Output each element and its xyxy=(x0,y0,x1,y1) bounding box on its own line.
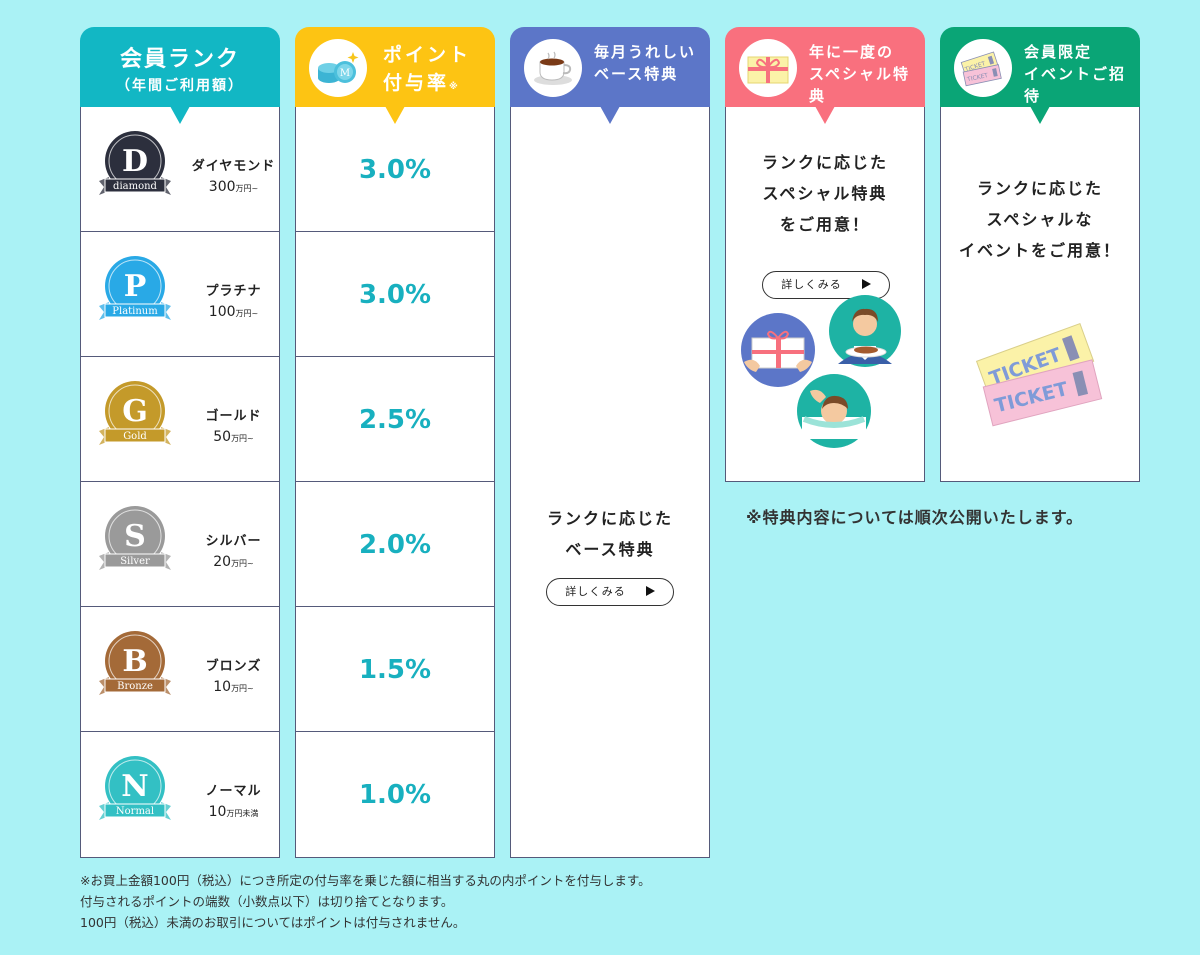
event-body: ランクに応じた スペシャルな イベントをご用意！ TICKET TICKET xyxy=(940,107,1140,482)
special-benefit-column: 年に一度の スペシャル特典 ランクに応じた スペシャル特典 をご用意！ 詳しくみ… xyxy=(725,27,925,482)
header-pointer xyxy=(1030,106,1050,124)
header-pointer xyxy=(170,106,190,124)
rate-value: 2.0% xyxy=(358,530,432,560)
play-triangle-icon xyxy=(645,586,655,596)
rank-name: シルバー xyxy=(205,534,262,549)
special-header-title: 年に一度の スペシャル特典 xyxy=(809,43,910,105)
rank-name: ブロンズ xyxy=(205,659,262,674)
rank-medal-icon: P Platinum xyxy=(99,256,171,320)
rank-amount: 20万円~ xyxy=(213,554,254,570)
rank-medal-icon: B Bronze xyxy=(99,631,171,695)
rate-row: 1.0% xyxy=(296,732,494,857)
rank-row: B Bronze ブロンズ 10万円~ xyxy=(81,607,279,732)
medal-letter: P xyxy=(124,269,147,304)
medal-letter: N xyxy=(121,769,148,804)
coffee-cup-icon xyxy=(524,39,582,97)
coins-icon: M xyxy=(309,39,367,97)
rank-medal-icon: S Silver xyxy=(99,506,171,570)
header-pointer xyxy=(815,106,835,124)
play-triangle-icon xyxy=(861,279,871,289)
rank-header-subtitle: （年間ご利用額） xyxy=(116,78,244,94)
medal-letter: S xyxy=(124,519,146,554)
medal-word: Normal xyxy=(116,806,154,817)
footnote-line: 100円（税込）未満のお取引についてはポイントは付与されません。 xyxy=(80,915,466,930)
rank-amount: 10万円~ xyxy=(213,679,254,695)
rate-value: 3.0% xyxy=(358,280,432,310)
rate-row: 1.5% xyxy=(296,607,494,732)
special-header: 年に一度の スペシャル特典 xyxy=(725,27,925,124)
rank-medal-icon: N Normal xyxy=(99,756,171,820)
rank-amount: 50万円~ xyxy=(213,429,254,445)
header-pointer xyxy=(600,106,620,124)
rate-row: 3.0% xyxy=(296,232,494,357)
footnotes: ※お買上金額100円（税込）につき所定の付与率を乗じた額に相当する丸の内ポイント… xyxy=(80,870,651,933)
medal-letter: G xyxy=(122,394,148,429)
medal-word: diamond xyxy=(113,181,158,192)
medal-word: Gold xyxy=(123,431,147,442)
footnote-line: 付与されるポイントの端数（小数点以下）は切り捨てとなります。 xyxy=(80,894,454,909)
gift-icon xyxy=(739,39,797,97)
dining-man-illustration xyxy=(829,295,901,367)
base-details-button[interactable]: 詳しくみる xyxy=(546,578,674,606)
ticket-icon: TICKET TICKET xyxy=(954,39,1012,97)
tickets-illustration: TICKET TICKET xyxy=(975,323,1103,427)
rate-header: M ポイント 付与率※ xyxy=(295,27,495,124)
rate-value: 2.5% xyxy=(358,405,432,435)
rank-row: G Gold ゴールド 50万円~ xyxy=(81,357,279,482)
event-description: ランクに応じた スペシャルな イベントをご用意！ xyxy=(958,179,1121,260)
rate-header-title: ポイント 付与率※ xyxy=(383,44,472,94)
base-header-title: 毎月うれしい ベース特典 xyxy=(594,43,697,83)
spa-illustration xyxy=(797,374,871,448)
special-description: ランクに応じた スペシャル特典 をご用意！ xyxy=(761,153,888,234)
special-body: ランクに応じた スペシャル特典 をご用意！ 詳しくみる xyxy=(725,107,925,482)
rate-column: M ポイント 付与率※ 3.0% 3.0% 2.5% 2.0% 1.5% 1.0% xyxy=(295,27,495,858)
base-body: ランクに応じた ベース特典 詳しくみる xyxy=(510,107,710,858)
benefits-notice: ※特典内容については順次公開いたします。 xyxy=(746,508,1084,527)
rank-row: S Silver シルバー 20万円~ xyxy=(81,482,279,607)
rank-medal-icon: G Gold xyxy=(99,381,171,445)
rank-header: 会員ランク （年間ご利用額） xyxy=(80,27,280,124)
rank-amount: 300万円~ xyxy=(208,179,259,195)
rank-name: プラチナ xyxy=(205,284,262,299)
event-header-title: 会員限定 イベントご招待 xyxy=(1024,43,1127,105)
base-benefit-column: 毎月うれしい ベース特典 ランクに応じた ベース特典 詳しくみる xyxy=(510,27,710,858)
rate-row: 3.0% xyxy=(296,107,494,232)
rank-name: ノーマル xyxy=(205,784,262,799)
footnote-line: ※お買上金額100円（税込）につき所定の付与率を乗じた額に相当する丸の内ポイント… xyxy=(80,873,651,888)
svg-text:M: M xyxy=(340,68,350,79)
base-header: 毎月うれしい ベース特典 xyxy=(510,27,710,124)
rate-row: 2.0% xyxy=(296,482,494,607)
medal-letter: D xyxy=(122,144,148,179)
rate-value: 3.0% xyxy=(358,155,432,185)
medal-word: Bronze xyxy=(117,681,153,692)
medal-letter: B xyxy=(122,644,147,679)
svg-text:TICKET: TICKET xyxy=(966,72,989,83)
rate-value: 1.5% xyxy=(358,655,432,685)
rank-row: P Platinum プラチナ 100万円~ xyxy=(81,232,279,357)
rank-amount: 100万円~ xyxy=(208,304,259,320)
event-header: TICKET TICKET 会員限定 イベントご招待 xyxy=(940,27,1140,124)
base-description: ランクに応じた ベース特典 xyxy=(546,509,673,559)
rate-row: 2.5% xyxy=(296,357,494,482)
rank-header-title: 会員ランク xyxy=(119,47,240,72)
rate-value: 1.0% xyxy=(358,780,432,810)
header-pointer xyxy=(385,106,405,124)
medal-word: Platinum xyxy=(112,306,158,317)
rank-name: ダイヤモンド xyxy=(191,159,276,174)
rank-amount: 10万円未満 xyxy=(208,804,259,820)
medal-word: Silver xyxy=(120,556,150,567)
rate-list: 3.0% 3.0% 2.5% 2.0% 1.5% 1.0% xyxy=(295,107,495,858)
gift-box-illustration xyxy=(741,313,815,387)
rank-row: N Normal ノーマル 10万円未満 xyxy=(81,732,279,857)
rank-name: ゴールド xyxy=(205,409,262,424)
special-details-button[interactable]: 詳しくみる xyxy=(762,271,890,299)
event-column: TICKET TICKET 会員限定 イベントご招待 ランクに応じた スペシャル… xyxy=(940,27,1140,482)
